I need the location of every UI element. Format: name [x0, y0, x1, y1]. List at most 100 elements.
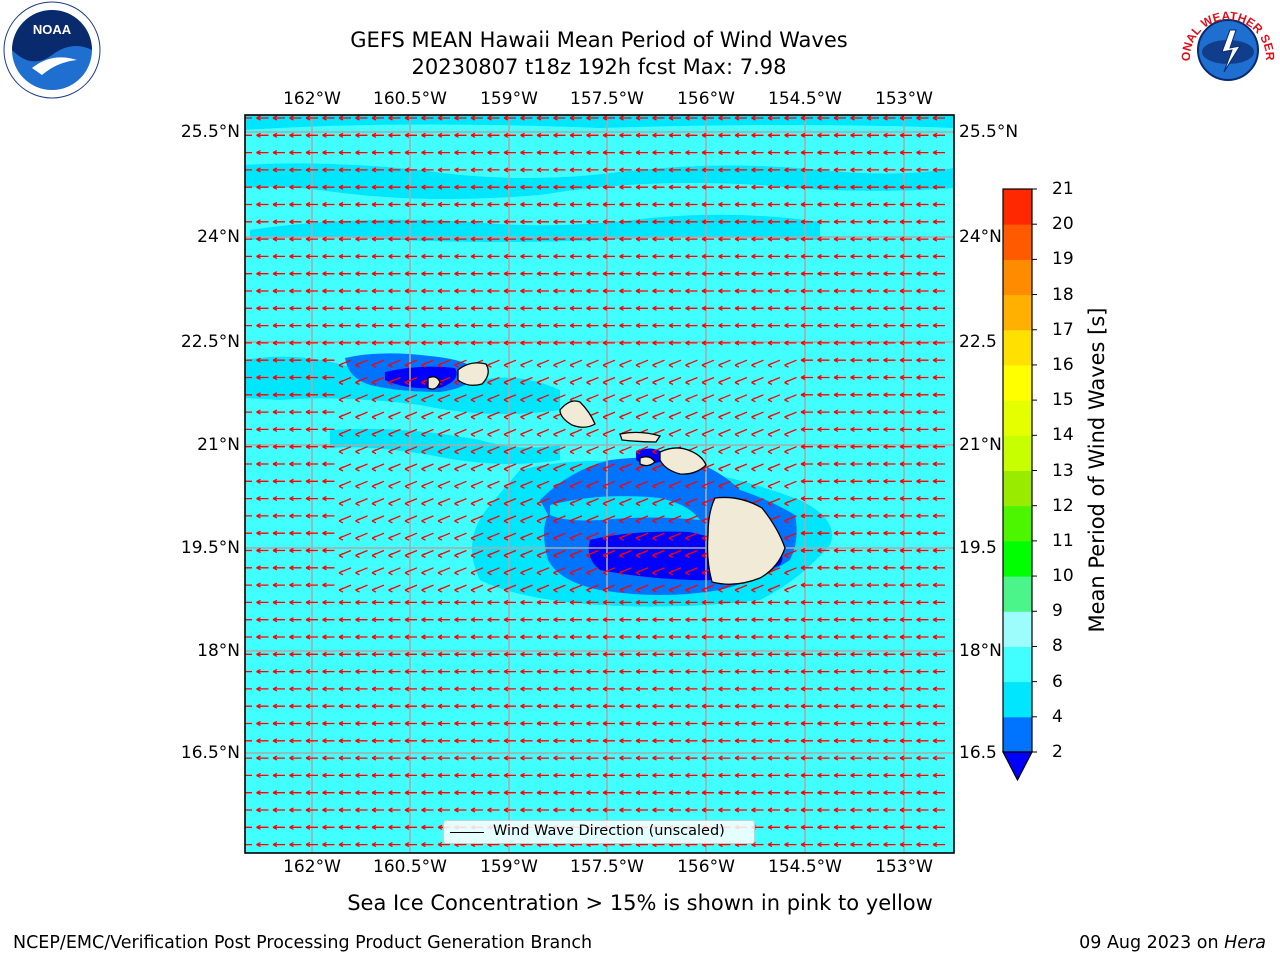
wind-wave-arrow [883, 115, 896, 121]
wind-wave-arrow [289, 305, 302, 311]
wind-wave-arrow [553, 446, 566, 455]
wind-wave-arrow [800, 772, 813, 778]
wind-wave-arrow [866, 323, 879, 329]
wind-wave-arrow [569, 772, 582, 778]
wind-wave-arrow [602, 219, 615, 225]
wind-wave-arrow [701, 634, 714, 640]
wind-wave-arrow [932, 686, 945, 692]
wind-wave-arrow [685, 549, 698, 559]
wind-wave-arrow [668, 340, 681, 346]
wind-wave-arrow [784, 703, 797, 709]
wind-wave-arrow [850, 547, 863, 554]
wind-wave-arrow [487, 115, 500, 121]
wind-wave-arrow [800, 599, 813, 605]
wind-wave-arrow [701, 288, 714, 294]
wind-wave-arrow [701, 755, 714, 761]
wind-wave-arrow [668, 394, 682, 403]
legend-label: Wind Wave Direction (unscaled) [493, 823, 725, 839]
noaa-logo-text: NOAA [33, 22, 72, 37]
wind-wave-arrow [388, 305, 401, 311]
wind-wave-arrow [520, 669, 533, 675]
wind-wave-arrow [685, 305, 698, 311]
wind-wave-arrow [685, 184, 698, 190]
wind-wave-arrow [245, 843, 252, 846]
wind-wave-arrow [437, 428, 451, 437]
wind-wave-arrow [388, 617, 401, 623]
wind-wave-arrow [800, 115, 813, 121]
wind-wave-arrow [586, 772, 599, 778]
wind-wave-arrow [883, 772, 896, 778]
wind-wave-arrow [784, 651, 797, 657]
colorbar-tick-label: 19 [1052, 249, 1074, 270]
wind-wave-arrow [454, 790, 467, 796]
wind-wave-arrow [833, 201, 846, 208]
wind-wave-arrow [371, 720, 384, 727]
wind-wave-arrow [866, 444, 879, 450]
wind-wave-arrow [338, 340, 351, 346]
wind-wave-arrow [536, 167, 549, 173]
wind-wave-arrow [586, 549, 599, 559]
wind-wave-arrow [437, 446, 451, 455]
wind-wave-arrow [916, 184, 929, 190]
wind-wave-arrow [245, 290, 252, 292]
wind-wave-arrow [899, 426, 912, 432]
wind-wave-arrow [718, 288, 731, 294]
wind-wave-arrow [899, 444, 912, 450]
wind-wave-arrow [322, 651, 335, 657]
wind-wave-arrow [833, 132, 846, 138]
wind-wave-arrow [916, 790, 929, 796]
wind-wave-arrow [371, 807, 384, 813]
wind-wave-arrow [388, 219, 401, 225]
wind-wave-arrow [784, 115, 797, 121]
wind-wave-arrow [899, 374, 912, 381]
wind-wave-arrow [404, 599, 417, 605]
wind-wave-arrow [833, 513, 846, 519]
wind-wave-arrow [553, 772, 566, 778]
wind-wave-arrow [850, 617, 863, 623]
wind-wave-arrow [800, 807, 813, 813]
wind-wave-arrow [602, 150, 615, 156]
wind-wave-arrow [833, 444, 846, 450]
wind-wave-arrow [866, 132, 879, 138]
wind-wave-arrow [685, 703, 698, 709]
wind-wave-arrow [355, 446, 368, 455]
wind-wave-arrow [553, 219, 566, 225]
wind-wave-arrow [338, 842, 351, 848]
wind-wave-arrow [701, 115, 714, 121]
wind-wave-arrow [767, 219, 780, 225]
wind-wave-arrow [536, 651, 549, 657]
wind-wave-arrow [784, 720, 797, 727]
wind-wave-arrow [338, 651, 351, 657]
wind-wave-arrow [569, 376, 583, 386]
wind-wave-arrow [652, 807, 665, 813]
wind-wave-arrow [883, 669, 896, 675]
wind-wave-arrow [470, 567, 484, 576]
wind-wave-arrow [701, 376, 715, 386]
wind-wave-arrow [817, 617, 830, 623]
wind-wave-arrow [800, 496, 813, 502]
wind-wave-arrow [470, 219, 483, 225]
wind-wave-arrow [454, 720, 467, 727]
wind-wave-arrow [404, 115, 417, 121]
wind-wave-arrow [833, 634, 846, 640]
wind-wave-arrow [883, 461, 896, 467]
wind-wave-arrow [866, 392, 879, 398]
wind-wave-arrow [899, 478, 912, 484]
wind-wave-arrow [305, 374, 318, 381]
wind-wave-arrow [322, 305, 335, 311]
wind-wave-arrow [454, 132, 467, 138]
colorbar-segment [1003, 364, 1032, 401]
wind-wave-arrow [652, 480, 665, 489]
wind-wave-arrow [883, 150, 896, 156]
wind-wave-arrow [784, 599, 797, 605]
wind-wave-arrow [421, 305, 434, 311]
wind-wave-arrow [817, 565, 830, 571]
wind-wave-arrow [833, 236, 846, 242]
wind-wave-arrow [470, 790, 483, 796]
wind-wave-arrow [404, 567, 418, 576]
wind-wave-arrow [866, 547, 879, 554]
wind-wave-arrow [701, 236, 714, 242]
wind-wave-arrow [883, 755, 896, 761]
wind-wave-arrow [635, 167, 648, 173]
wind-wave-arrow [289, 669, 302, 675]
